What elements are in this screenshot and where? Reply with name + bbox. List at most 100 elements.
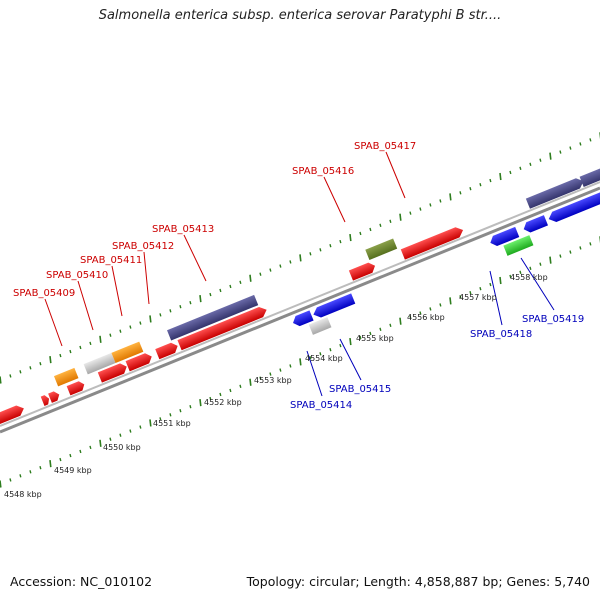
gene-label[interactable]: SPAB_05419 <box>522 314 584 325</box>
tick <box>309 356 312 360</box>
tick <box>359 231 362 236</box>
tick <box>319 352 322 356</box>
tick-marks <box>0 132 600 488</box>
gene-arrow <box>48 391 60 403</box>
tick <box>519 270 522 275</box>
tick <box>209 292 212 297</box>
tick <box>539 262 542 266</box>
tick <box>189 404 192 409</box>
gene-label[interactable]: SPAB_05412 <box>112 241 174 252</box>
tick <box>169 413 172 417</box>
tick <box>259 272 262 276</box>
tick <box>59 457 62 462</box>
tick <box>9 478 12 482</box>
tick <box>549 152 552 160</box>
tick <box>349 337 352 346</box>
tick <box>239 384 242 389</box>
leader-line <box>385 151 406 199</box>
tick <box>429 203 432 207</box>
tick <box>589 138 592 142</box>
tick <box>479 182 482 187</box>
tick <box>109 333 112 337</box>
tick <box>499 276 502 285</box>
gene-label[interactable]: SPAB_05416 <box>292 166 354 177</box>
gene-label[interactable]: SPAB_05410 <box>46 270 108 281</box>
tick <box>99 335 102 343</box>
tick <box>179 305 182 309</box>
tick <box>49 460 52 468</box>
tick <box>439 199 442 203</box>
tick <box>449 193 452 201</box>
gene-arrow <box>579 157 600 187</box>
tick <box>169 309 172 313</box>
leader-line <box>111 265 123 317</box>
tick <box>279 368 282 372</box>
gene-label[interactable]: SPAB_05411 <box>80 255 142 266</box>
gene-label[interactable]: SPAB_05417 <box>354 141 416 152</box>
backbone-outer <box>0 186 600 434</box>
tick <box>69 453 72 458</box>
tick <box>459 295 462 299</box>
tick <box>139 425 142 429</box>
map-title: Salmonella enterica subsp. enterica sero… <box>98 8 502 23</box>
gene-label[interactable]: SPAB_05413 <box>152 224 214 235</box>
tick <box>129 429 132 433</box>
gene-label[interactable]: SPAB_05418 <box>470 329 532 340</box>
gene-label[interactable]: SPAB_05415 <box>329 384 391 395</box>
tick <box>499 172 502 181</box>
tick <box>269 372 272 376</box>
gene-arrow <box>548 185 600 222</box>
tick <box>0 376 2 384</box>
tick <box>219 288 222 293</box>
tick <box>529 162 532 166</box>
tick <box>19 474 22 478</box>
leader-line <box>489 270 503 326</box>
gene-arrow <box>490 226 520 247</box>
tick <box>379 327 382 332</box>
tick <box>489 178 492 183</box>
tick <box>549 256 552 264</box>
tick <box>199 399 202 407</box>
tick <box>399 213 402 221</box>
tick <box>369 227 372 232</box>
scale-labels: 4548 kbp 4549 kbp 4550 kbp 4551 kbp 4552 kbp… <box>4 273 548 499</box>
tick <box>409 315 412 319</box>
tick <box>569 146 572 150</box>
leader-line <box>183 234 207 282</box>
scale-label: 4548 kbp <box>4 490 42 499</box>
tick <box>329 348 332 352</box>
tick <box>339 239 342 244</box>
tick <box>559 254 562 258</box>
gene-arrow <box>177 306 267 351</box>
scale-label: 4557 kbp <box>459 293 497 302</box>
gene-label[interactable]: SPAB_05409 <box>13 288 75 299</box>
tick <box>479 286 482 291</box>
gene-arrow <box>308 317 332 335</box>
leader-line <box>143 251 150 305</box>
scale-label: 4555 kbp <box>356 334 394 343</box>
tick <box>469 291 472 295</box>
tick <box>539 158 542 162</box>
scale-label: 4549 kbp <box>54 466 92 475</box>
gene-arrow <box>313 293 356 318</box>
tick <box>309 252 312 256</box>
tick <box>99 439 102 447</box>
tick <box>199 295 202 303</box>
tick <box>109 437 112 441</box>
scale-label: 4552 kbp <box>204 398 242 407</box>
gene-label[interactable]: SPAB_05414 <box>290 400 352 411</box>
tick <box>229 284 232 289</box>
tick <box>249 274 252 282</box>
tick <box>279 264 282 268</box>
tick <box>189 300 192 305</box>
tick <box>589 242 592 246</box>
tick <box>299 254 302 262</box>
tick <box>509 170 512 175</box>
tick <box>129 325 132 329</box>
tick <box>49 356 52 364</box>
tick <box>429 307 432 311</box>
tick <box>359 335 362 340</box>
scale-label: 4558 kbp <box>510 273 548 282</box>
tick <box>319 248 322 252</box>
